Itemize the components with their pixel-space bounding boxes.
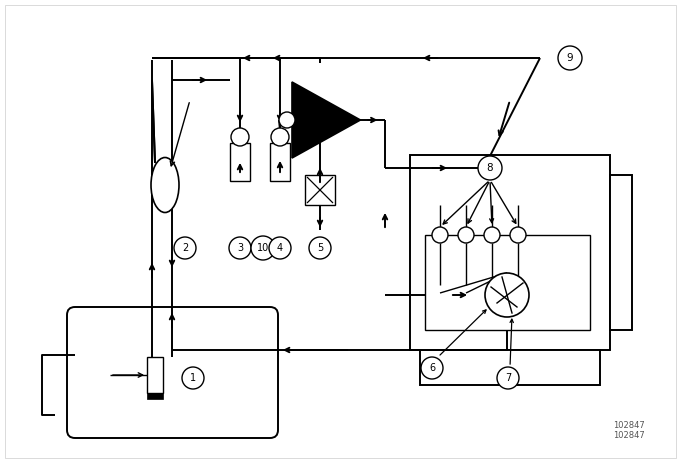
Circle shape bbox=[231, 128, 249, 146]
Bar bbox=[305, 175, 335, 205]
Circle shape bbox=[458, 227, 474, 243]
Text: 2: 2 bbox=[182, 243, 188, 253]
Circle shape bbox=[251, 236, 275, 260]
Bar bbox=[425, 235, 590, 330]
Circle shape bbox=[485, 273, 529, 317]
Text: 6: 6 bbox=[429, 363, 435, 373]
Circle shape bbox=[269, 237, 291, 259]
Circle shape bbox=[421, 357, 443, 379]
Text: 5: 5 bbox=[317, 243, 323, 253]
Text: 102847: 102847 bbox=[614, 421, 645, 430]
Bar bbox=[147, 357, 163, 393]
Text: 7: 7 bbox=[505, 373, 511, 383]
Text: 1: 1 bbox=[190, 373, 196, 383]
Circle shape bbox=[510, 227, 526, 243]
Bar bbox=[610, 175, 632, 330]
Text: 8: 8 bbox=[487, 163, 493, 173]
Bar bbox=[420, 350, 600, 385]
Circle shape bbox=[271, 128, 289, 146]
Text: 9: 9 bbox=[567, 53, 573, 63]
Circle shape bbox=[497, 367, 519, 389]
FancyBboxPatch shape bbox=[67, 307, 278, 438]
Text: 102847: 102847 bbox=[614, 431, 645, 440]
Circle shape bbox=[174, 237, 196, 259]
Circle shape bbox=[279, 112, 295, 128]
Ellipse shape bbox=[151, 157, 179, 213]
Bar bbox=[147, 393, 163, 399]
Bar bbox=[230, 143, 250, 181]
Text: 4: 4 bbox=[277, 243, 283, 253]
Circle shape bbox=[309, 237, 331, 259]
Circle shape bbox=[229, 237, 251, 259]
Text: 3: 3 bbox=[237, 243, 243, 253]
Circle shape bbox=[182, 367, 204, 389]
Circle shape bbox=[478, 156, 502, 180]
Bar bbox=[270, 143, 290, 181]
Circle shape bbox=[558, 46, 582, 70]
Bar bbox=[410, 155, 610, 350]
Circle shape bbox=[484, 227, 500, 243]
Text: 10: 10 bbox=[257, 243, 269, 253]
Circle shape bbox=[432, 227, 448, 243]
Polygon shape bbox=[292, 82, 360, 158]
